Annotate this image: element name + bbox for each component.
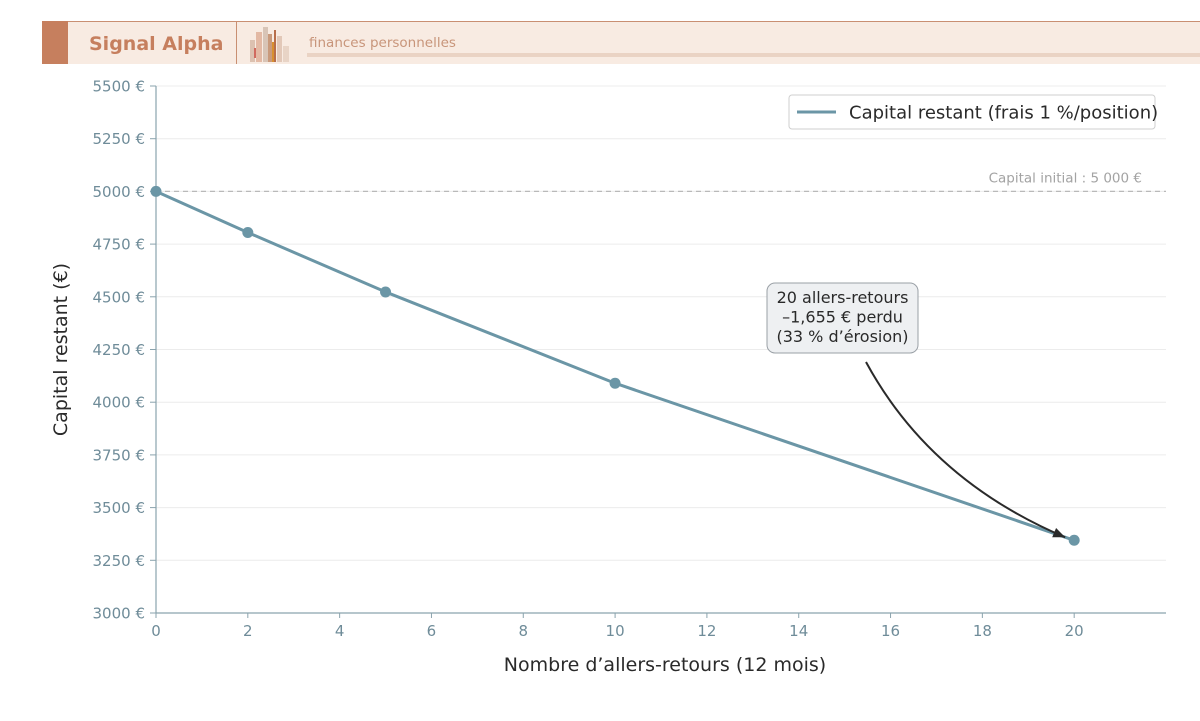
x-tick-label: 8 [518,622,528,640]
brand-name: Signal Alpha [89,33,223,55]
annotation-text: 20 allers-retours [777,288,909,307]
x-tick-label: 16 [881,622,900,640]
y-tick-label: 5500 € [93,78,146,96]
y-tick-label: 4000 € [93,394,146,412]
series [150,185,1080,546]
annotation-box [766,282,919,354]
header-band: Signal Alpha finances personnelles [42,21,1200,64]
y-tick-label: 4500 € [93,288,146,306]
data-point [1068,534,1080,546]
x-tick-label: 2 [243,622,253,640]
reference-line-group: Capital initial : 5 000 € [156,170,1166,192]
annotation: 20 allers-retours–1,655 € perdu(33 % d’é… [766,282,1066,539]
y-tick-label: 5000 € [93,183,146,201]
x-tick-label: 12 [697,622,716,640]
y-tick-label: 3250 € [93,552,146,570]
reference-line-label: Capital initial : 5 000 € [989,170,1142,186]
annotation-text: –1,655 € perdu [782,308,903,327]
annotation-arrowhead [1052,527,1066,538]
y-tick-label: 3500 € [93,499,146,517]
legend-label: Capital restant (frais 1 %/position) [849,103,1158,124]
legend-box [788,94,1156,130]
y-tick-label: 3000 € [93,605,146,623]
x-tick-label: 10 [606,622,625,640]
legend: Capital restant (frais 1 %/position) [788,94,1158,130]
y-tick-label: 4750 € [93,236,146,254]
y-axis-title: Capital restant (€) [50,263,72,436]
y-tick-label: 4250 € [93,341,146,359]
header-tagline-rule [307,53,1200,57]
x-tick-label: 18 [973,622,992,640]
data-point [150,185,162,197]
y-tick-label: 5250 € [93,130,146,148]
y-tick-label: 3750 € [93,446,146,464]
header-accent-block [42,21,68,64]
annotation-text: (33 % d’érosion) [776,327,908,346]
x-axis-title: Nombre d’allers-retours (12 mois) [504,654,826,676]
x-tick-label: 20 [1065,622,1084,640]
data-point [609,377,621,389]
grid [156,85,1166,561]
data-point [380,286,392,298]
x-tick-label: 6 [427,622,437,640]
axes: 3000 €3250 €3500 €3750 €4000 €4250 €4500… [50,78,1166,676]
data-point [242,227,254,239]
city-skyline-icon [250,27,289,62]
x-tick-label: 4 [335,622,345,640]
annotation-arrow [865,361,1066,539]
header-tagline: finances personnelles [309,35,456,51]
x-tick-label: 14 [789,622,808,640]
x-tick-label: 0 [151,622,161,640]
